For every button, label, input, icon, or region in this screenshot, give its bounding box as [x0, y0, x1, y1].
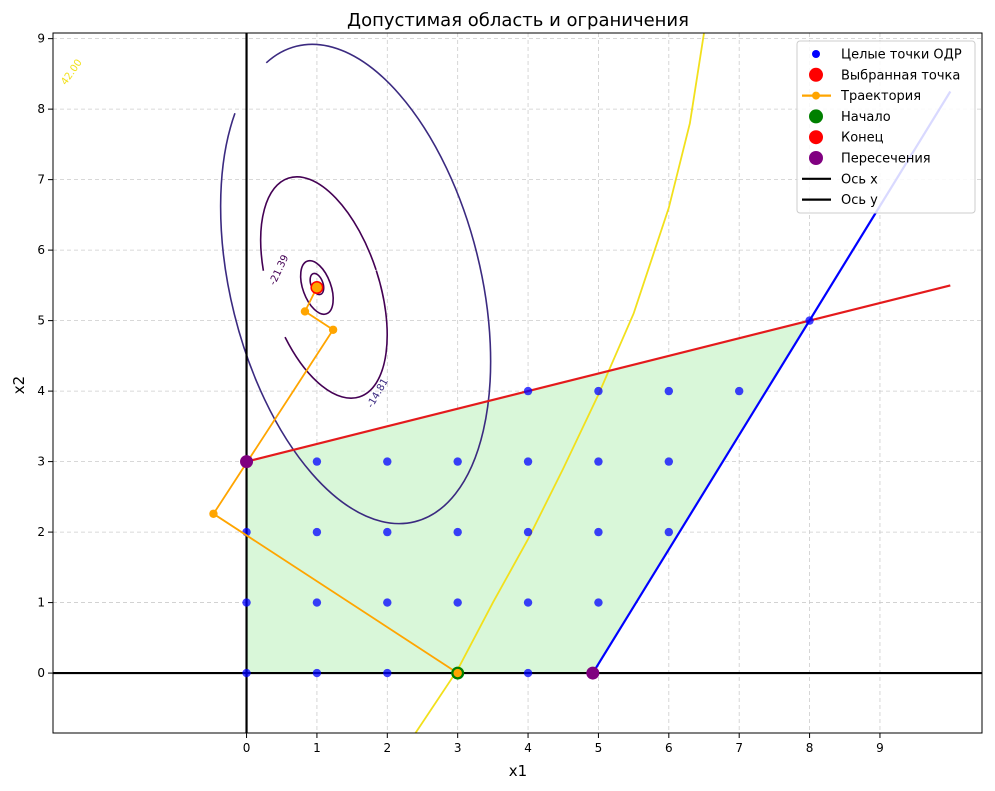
intersection-point	[240, 455, 254, 469]
y-tick-label: 8	[37, 102, 45, 116]
legend-label: Целые точки ОДР	[841, 48, 962, 63]
integer-point	[523, 668, 533, 678]
legend-label: Пересечения	[841, 152, 931, 167]
start-point-marker	[453, 668, 462, 678]
selected-point	[311, 282, 322, 293]
integer-point	[242, 668, 251, 678]
y-tick-label: 0	[37, 666, 45, 680]
integer-point	[523, 386, 533, 396]
y-tick-label: 3	[37, 455, 45, 469]
legend-marker	[812, 50, 820, 58]
integer-point	[312, 598, 322, 607]
y-tick-label: 2	[37, 525, 45, 539]
integer-point	[734, 386, 744, 396]
contour-small	[299, 259, 334, 316]
integer-point	[523, 527, 533, 537]
y-axis-label: x2	[10, 376, 28, 394]
integer-point	[594, 527, 603, 537]
y-tick-label: 7	[37, 173, 45, 187]
contour-outer	[219, 43, 492, 525]
integer-point	[664, 457, 674, 466]
integer-point	[312, 668, 322, 678]
legend-label: Ось x	[841, 172, 878, 187]
integer-point	[242, 598, 251, 607]
integer-point	[594, 386, 603, 396]
legend-marker	[809, 151, 823, 165]
legend-label: Начало	[841, 110, 891, 125]
integer-point	[453, 457, 462, 466]
x-tick-label: 9	[876, 741, 884, 755]
legend: Целые точки ОДР Выбранная точка Траектория…	[796, 40, 976, 214]
integer-point	[523, 598, 533, 607]
integer-point	[383, 598, 392, 607]
integer-point	[312, 457, 322, 466]
constraint-line-red	[246, 284, 951, 463]
legend-label: Траектория	[840, 89, 921, 104]
x-axis-label: x1	[509, 762, 527, 780]
integer-point	[453, 527, 462, 537]
legend-label: Ось y	[841, 193, 878, 208]
intersection-point	[586, 666, 600, 680]
x-tick-label: 3	[454, 741, 462, 755]
contour-label: -21.39	[268, 253, 292, 287]
legend-label: Конец	[841, 131, 884, 146]
plot-frame	[52, 32, 983, 734]
legend-marker	[809, 130, 823, 145]
contour-label: 42.00	[59, 58, 84, 88]
integer-point	[594, 457, 603, 466]
integer-point	[664, 527, 674, 537]
legend-marker	[809, 109, 823, 124]
legend-marker	[812, 91, 820, 100]
x-tick-label: 6	[665, 741, 673, 755]
chart-title: Допустимая область и ограничения	[347, 10, 689, 31]
integer-point	[383, 457, 392, 466]
y-tick-label: 4	[37, 384, 45, 398]
integer-point	[805, 316, 814, 325]
integer-point	[453, 598, 462, 607]
x-tick-label: 5	[595, 741, 603, 755]
integer-point	[594, 598, 603, 607]
feasible-region	[246, 320, 810, 674]
integer-point	[523, 457, 533, 466]
legend-label: Выбранная точка	[841, 68, 960, 83]
y-tick-label: 9	[37, 32, 45, 46]
x-tick-label: 8	[806, 741, 814, 755]
contour-mid	[259, 175, 388, 399]
x-tick-label: 7	[735, 741, 743, 755]
integer-point	[312, 527, 322, 537]
trajectory-point	[300, 307, 310, 316]
integer-point	[383, 527, 392, 537]
x-tick-label: 2	[383, 741, 391, 755]
trajectory-point	[328, 325, 338, 334]
y-tick-label: 5	[37, 314, 45, 328]
y-tick-label: 1	[37, 596, 45, 610]
x-tick-label: 4	[524, 741, 532, 755]
yellow-curve	[414, 33, 705, 733]
y-tick-label: 6	[37, 243, 45, 257]
trajectory-point	[209, 509, 218, 518]
legend-box	[796, 40, 976, 214]
integer-point	[664, 386, 674, 396]
legend-marker	[809, 67, 823, 82]
x-tick-label: 1	[313, 741, 321, 755]
x-tick-label: 0	[243, 741, 251, 755]
integer-point	[383, 668, 392, 678]
